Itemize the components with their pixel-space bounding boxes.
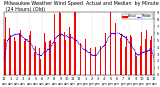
Text: Milwaukee Weather Wind Speed  Actual and Median  by Minute  (24 Hours) (Old): Milwaukee Weather Wind Speed Actual and … [4,1,159,12]
Legend: Actual, Median: Actual, Median [122,14,153,19]
